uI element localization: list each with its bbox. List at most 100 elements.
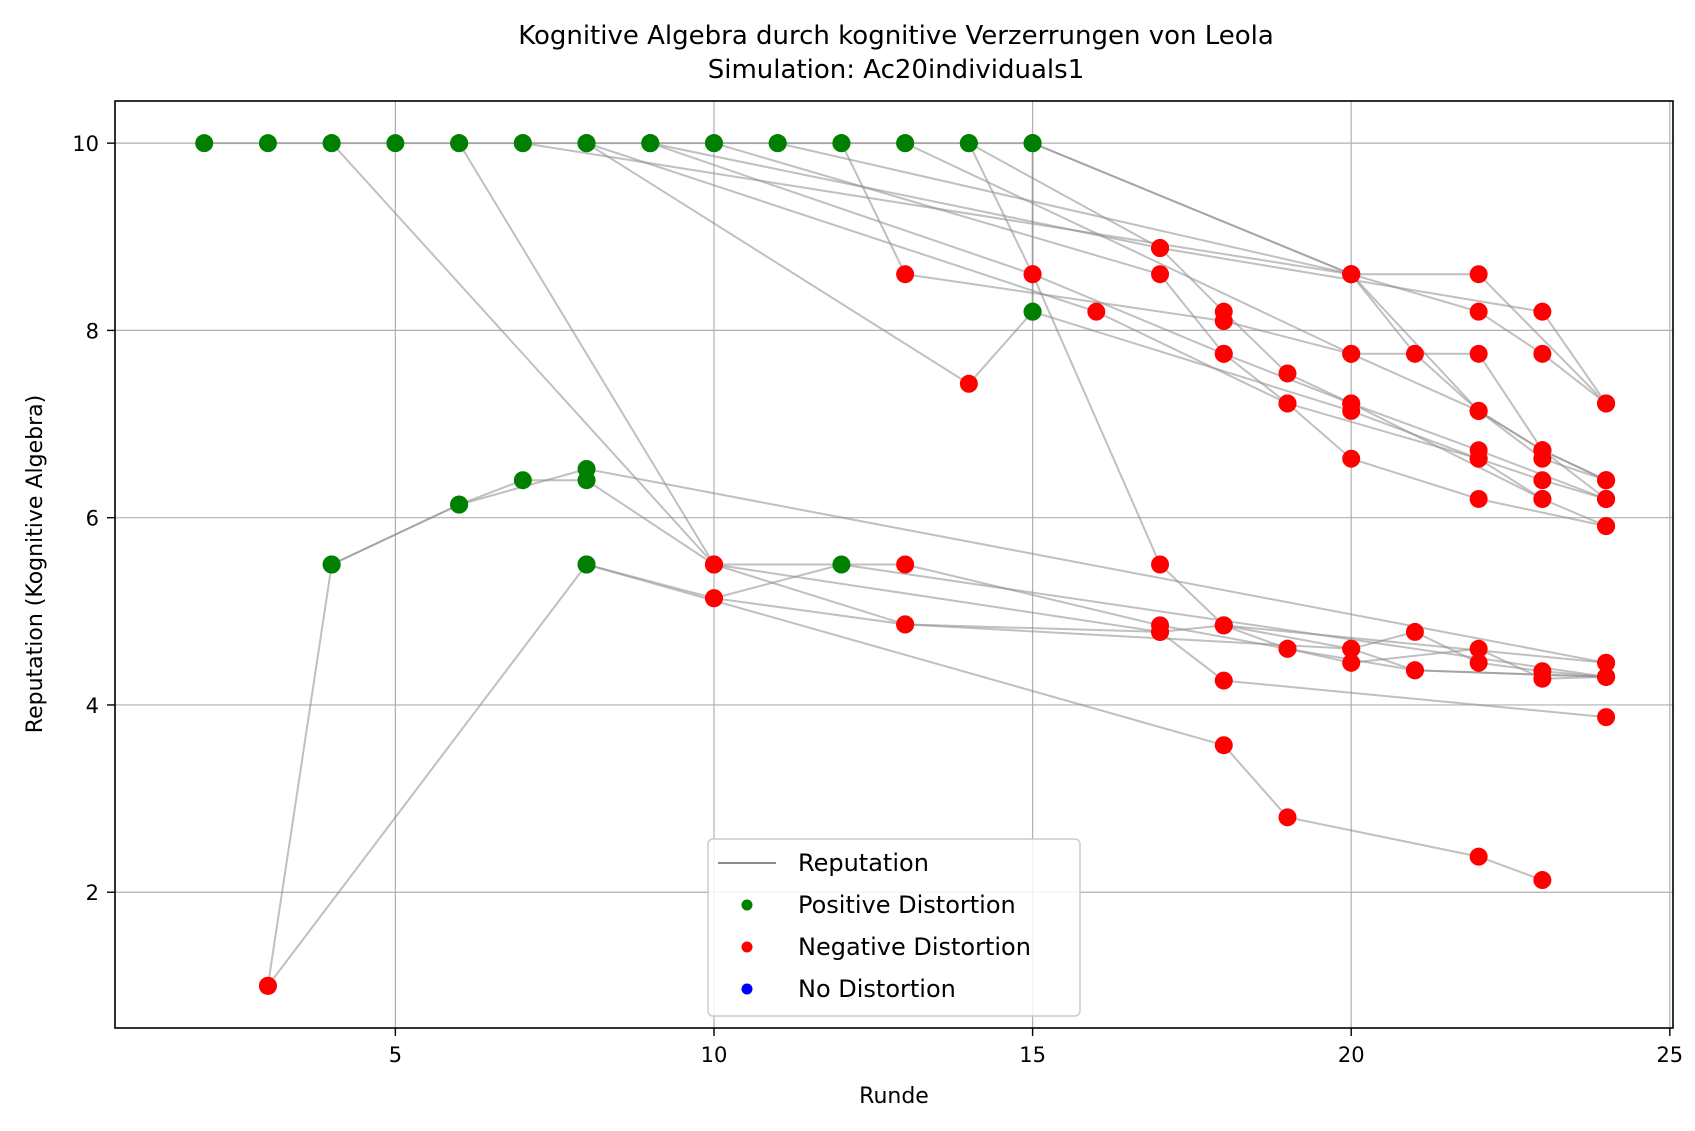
legend-label: Negative Distortion [798,933,1031,961]
negative-point [1087,302,1106,321]
negative-point [1597,517,1616,536]
negative-point [1533,302,1552,321]
negative-point [1278,364,1297,383]
positive-point [641,134,660,153]
legend-box [707,838,1081,1017]
negative-point [1405,661,1424,680]
negative-point [258,976,277,995]
negative-point [1597,708,1616,727]
legend-label: No Distortion [798,975,956,1003]
positive-point [258,134,277,153]
x-tick-label: 5 [389,1043,402,1067]
negative-point [1342,265,1361,284]
negative-point [1469,401,1488,420]
positive-point [896,134,915,153]
negative-point [1342,344,1361,363]
x-tick-label: 25 [1656,1043,1683,1067]
positive-point [513,471,532,490]
negative-point [1342,653,1361,672]
positive-point [1023,302,1042,321]
negative-point [1533,471,1552,490]
legend-marker-swatch [741,899,753,911]
legend-marker-swatch [741,983,753,995]
negative-point [1533,441,1552,460]
negative-point [896,555,915,574]
legend-label: Positive Distortion [798,891,1016,919]
reputation-line [586,142,1607,528]
x-tick-label: 20 [1338,1043,1365,1067]
negative-point [1597,653,1616,672]
positive-point [832,134,851,153]
negative-point [704,555,723,574]
positive-point [322,134,341,153]
negative-point [1151,555,1170,574]
negative-point [1151,239,1170,258]
negative-point [1533,344,1552,363]
legend-marker-swatch [741,941,753,953]
positive-point [450,134,469,153]
negative-point [1469,639,1488,658]
reputation-line [331,479,1607,678]
negative-point [1469,489,1488,508]
y-tick-label: 8 [86,319,99,343]
negative-point [896,265,915,284]
negative-point [1023,265,1042,284]
negative-point [1278,394,1297,413]
reputation-line [1032,142,1607,500]
positive-point [450,495,469,514]
chart-title: Kognitive Algebra durch kognitive Verzer… [518,21,1274,51]
negative-point [1469,302,1488,321]
negative-point [1151,622,1170,641]
negative-point [1342,394,1361,413]
positive-point [1023,134,1042,153]
negative-point [1405,622,1424,641]
chart-subtitle: Simulation: Ac20individuals1 [708,55,1085,85]
positive-point [577,555,596,574]
negative-point [1597,394,1616,413]
negative-point [1597,489,1616,508]
positive-point [832,555,851,574]
positive-point [577,471,596,490]
negative-point [1214,671,1233,690]
data-points [195,134,1616,995]
negative-point [1469,653,1488,672]
y-tick-label: 6 [86,507,99,531]
negative-point [1533,489,1552,508]
x-axis-label: Runde [859,1084,929,1109]
negative-point [1214,344,1233,363]
y-tick-label: 2 [86,881,99,905]
positive-point [704,134,723,153]
negative-point [704,589,723,608]
y-tick-label: 10 [72,132,99,156]
negative-point [1214,616,1233,635]
y-tick-label: 4 [86,694,99,718]
negative-point [1533,669,1552,688]
reputation-line [522,142,1607,405]
positive-point [195,134,214,153]
plot-frame [114,100,1674,1029]
y-axis-label: Reputation (Kognitive Algebra) [23,395,48,733]
negative-point [959,374,978,393]
positive-point [513,134,532,153]
legend: Reputation Positive Distortion Negative Di… [707,838,1081,1017]
positive-point [959,134,978,153]
negative-point [896,615,915,634]
positive-point [577,134,596,153]
negative-point [1469,847,1488,866]
negative-point [1469,449,1488,468]
positive-point [386,134,405,153]
negative-point [1278,808,1297,827]
negative-point [1469,344,1488,363]
legend-label: Reputation [798,849,929,877]
negative-point [1597,471,1616,490]
negative-point [1214,302,1233,321]
negative-point [1597,667,1616,686]
negative-point [1278,639,1297,658]
y-axis-ticks: 2 4 6 8 10 [72,132,115,905]
positive-point [768,134,787,153]
negative-point [1405,344,1424,363]
negative-point [1469,265,1488,284]
reputation-line [204,142,1607,482]
negative-point [1533,871,1552,890]
